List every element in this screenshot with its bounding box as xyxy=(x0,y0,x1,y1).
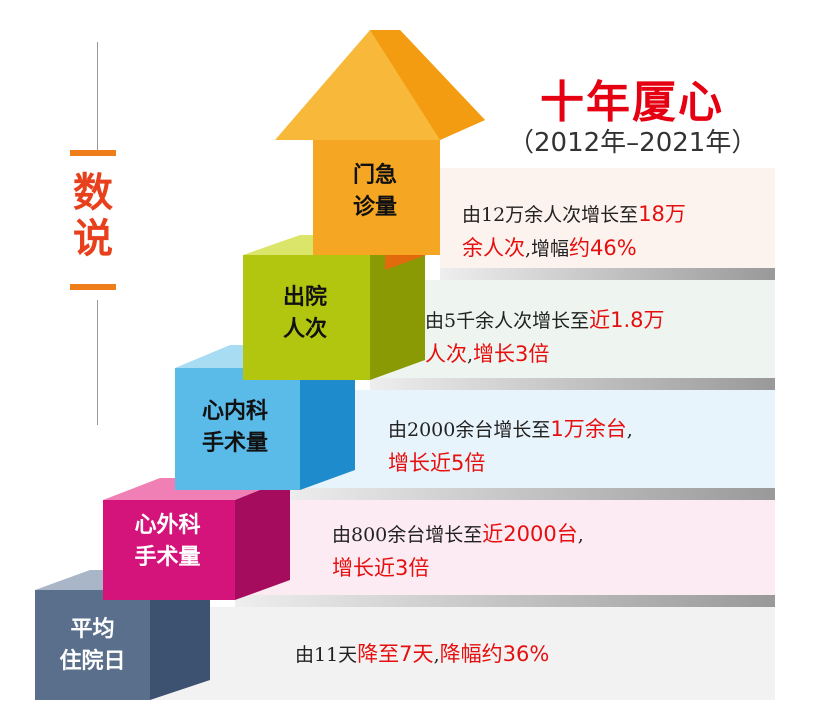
highlight-text: 增长近5倍 xyxy=(388,451,486,475)
label-line: 人次 xyxy=(282,317,327,342)
step-label-4: 心外科 手术量 xyxy=(105,510,230,574)
description-line: 余人次,增幅约46% xyxy=(462,232,686,266)
panel-shadow xyxy=(280,488,775,500)
highlight-text: 近2000台 xyxy=(482,522,578,546)
text: 由11天 xyxy=(295,644,358,666)
highlight-text: 余人次 xyxy=(462,236,525,260)
description-line: 由11天降至7天,降幅约36% xyxy=(295,638,549,672)
text: 由800余台增长至 xyxy=(332,524,483,546)
text: 由12万余人次增长至 xyxy=(462,204,639,226)
panel-5 xyxy=(150,607,775,700)
accent-bar xyxy=(70,284,116,290)
step-slate xyxy=(35,570,210,700)
side-title: 数说 xyxy=(73,170,113,262)
text: , xyxy=(467,344,474,366)
text: 由2000余台增长至 xyxy=(388,419,551,441)
main-title: 十年厦心 xyxy=(540,77,724,128)
description-line: 增长近3倍 xyxy=(332,552,584,586)
text: , xyxy=(626,419,633,441)
label-line: 诊量 xyxy=(352,195,397,220)
description-line: 由2000余台增长至1万余台, xyxy=(388,413,633,447)
highlight-text: 增长3倍 xyxy=(473,342,550,366)
label-line: 门急 xyxy=(352,163,397,188)
highlight-text: 1万余台 xyxy=(550,417,627,441)
panel-3 xyxy=(300,390,775,488)
accent-bar xyxy=(70,150,116,156)
label-line: 心外科 xyxy=(134,513,201,538)
panel-shadow xyxy=(235,595,775,607)
highlight-text: 降幅约36% xyxy=(439,642,550,666)
label-line: 心内科 xyxy=(201,399,268,424)
label-line: 手术量 xyxy=(201,431,268,456)
text: 由5千余人次增长至 xyxy=(425,310,590,332)
label-line: 出院 xyxy=(282,285,327,310)
description-line: 由800余台增长至近2000台, xyxy=(332,518,584,552)
highlight-text: 近1.8万 xyxy=(589,308,665,332)
divider-line xyxy=(97,300,98,425)
panel-shadow xyxy=(370,378,775,390)
step-label-2: 出院 人次 xyxy=(255,282,355,346)
step-label-5: 平均 住院日 xyxy=(35,614,150,678)
highlight-text: 约46% xyxy=(569,236,637,260)
description-3: 由2000余台增长至1万余台, 增长近5倍 xyxy=(388,413,633,481)
panel-shadow xyxy=(440,268,775,280)
text: , xyxy=(433,644,440,666)
description-5: 由11天降至7天,降幅约36% xyxy=(295,638,549,672)
text: ,增幅 xyxy=(525,238,570,260)
step-green xyxy=(243,235,425,380)
highlight-text: 人次 xyxy=(425,342,467,366)
arrow-orange xyxy=(275,30,485,270)
label-line: 平均 xyxy=(70,617,115,642)
description-line: 由5千余人次增长至近1.8万 xyxy=(425,304,665,338)
highlight-text: 降至7天 xyxy=(357,642,434,666)
label-line: 住院日 xyxy=(59,649,126,674)
panel-1 xyxy=(440,168,775,268)
label-line: 手术量 xyxy=(134,545,201,570)
description-4: 由800余台增长至近2000台, 增长近3倍 xyxy=(332,518,584,586)
description-line: 人次,增长3倍 xyxy=(425,338,665,372)
description-line: 增长近5倍 xyxy=(388,447,633,481)
panel-4 xyxy=(235,500,775,595)
highlight-text: 18万 xyxy=(638,202,686,226)
text: , xyxy=(577,524,584,546)
panel-2 xyxy=(370,280,775,378)
step-label-1: 门急 诊量 xyxy=(325,160,425,224)
step-label-3: 心内科 手术量 xyxy=(180,396,290,460)
subtitle: （2012年–2021年） xyxy=(508,128,758,158)
description-line: 由12万余人次增长至18万 xyxy=(462,198,686,232)
divider-line xyxy=(97,42,98,152)
description-2: 由5千余人次增长至近1.8万 人次,增长3倍 xyxy=(425,304,665,372)
description-1: 由12万余人次增长至18万 余人次,增幅约46% xyxy=(462,198,686,266)
highlight-text: 增长近3倍 xyxy=(332,556,430,580)
